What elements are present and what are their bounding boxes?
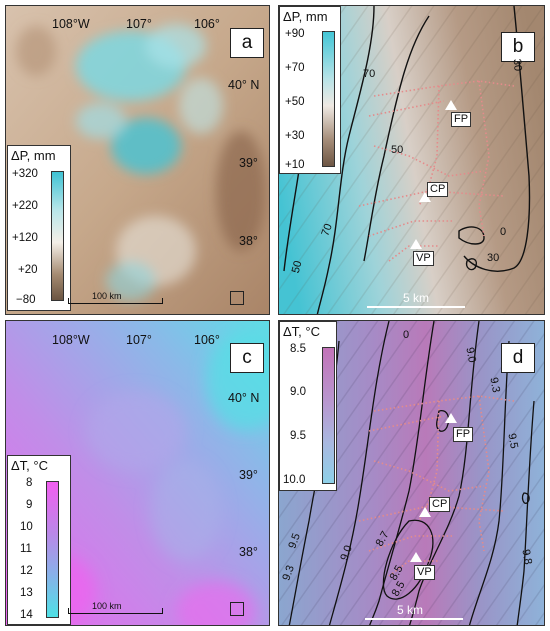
legend-tick: +10 <box>285 159 305 171</box>
panel-b-precip-detail: ΔP, mm +90 +70 +50 +30 +10 b 70 50 70 50… <box>278 5 545 315</box>
lon-label-107: 107° <box>126 333 152 347</box>
legend-tick: 12 <box>20 565 33 577</box>
legend-tick: 10.0 <box>283 474 306 486</box>
legend-title: ΔT, °C <box>11 458 48 473</box>
site-label-fp: FP <box>453 427 474 442</box>
panel-letter-a: a <box>230 28 264 58</box>
lat-label-39: 39° <box>239 156 258 170</box>
contour-label: 50 <box>391 144 404 156</box>
legend-tick: 11 <box>20 543 32 555</box>
contour-label: 0 <box>500 226 507 238</box>
panel-letter-b: b <box>501 32 535 62</box>
legend-tick: 9.5 <box>290 430 306 442</box>
legend-tick: −80 <box>16 294 36 306</box>
contour-label: 9.8 <box>519 548 534 566</box>
scale-bar <box>365 618 463 620</box>
contour-label: 30 <box>510 58 524 72</box>
legend-title: ΔP, mm <box>11 148 56 163</box>
colorbar <box>46 481 59 618</box>
legend-tick: 14 <box>20 609 33 621</box>
legend-tick: 10 <box>20 521 33 533</box>
legend-tick: 13 <box>20 587 33 599</box>
site-marker-cp <box>419 192 431 202</box>
legend-precip-a: ΔP, mm +320 +220 +120 +20 −80 <box>7 145 71 311</box>
scale-bar <box>68 298 163 304</box>
site-label-vp: VP <box>413 251 434 266</box>
legend-tick: +220 <box>12 200 38 212</box>
contour-label: 9.0 <box>463 346 478 364</box>
scale-bar <box>367 306 465 308</box>
contour-label: 0 <box>403 329 410 341</box>
site-marker-vp <box>410 239 422 249</box>
legend-tick: +20 <box>18 264 38 276</box>
lat-label-40n: 40° N <box>228 78 260 92</box>
legend-tick: +30 <box>285 130 305 142</box>
lat-label-38: 38° <box>239 545 258 559</box>
colorbar <box>51 171 64 301</box>
site-marker-cp <box>419 507 431 517</box>
lon-label-108w: 108°W <box>52 17 90 31</box>
site-marker-fp <box>445 413 457 423</box>
legend-precip-b: ΔP, mm +90 +70 +50 +30 +10 <box>279 6 341 174</box>
colorbar <box>322 31 335 167</box>
legend-tick: 8.5 <box>290 343 306 355</box>
lat-label-39: 39° <box>239 468 258 482</box>
colorbar <box>322 347 335 484</box>
legend-tick: +70 <box>285 62 305 74</box>
contour-label: 70 <box>363 68 376 80</box>
legend-tick: 9 <box>26 499 33 511</box>
lat-label-38: 38° <box>239 234 258 248</box>
legend-temp-c: ΔT, °C 8 9 10 11 12 13 14 <box>7 455 71 625</box>
site-marker-fp <box>445 100 457 110</box>
contour-label: 9.3 <box>487 376 502 394</box>
lon-label-106: 106° <box>194 333 220 347</box>
site-label-cp: CP <box>427 182 449 197</box>
scale-bar-label: 5 km <box>397 603 424 617</box>
legend-tick: +90 <box>285 28 305 40</box>
scale-bar-label: 100 km <box>92 601 122 611</box>
lat-label-40n: 40° N <box>228 391 260 405</box>
site-label-vp: VP <box>414 565 435 580</box>
legend-temp-d: ΔT, °C 8.5 9.0 9.5 10.0 <box>279 321 337 491</box>
panel-a-precip-map: 108°W 107° 106° 40° N 39° 38° a ΔP, mm +… <box>5 5 270 315</box>
scale-bar <box>68 608 163 614</box>
lon-label-108w: 108°W <box>52 333 90 347</box>
panel-c-temp-map: 108°W 107° 106° 40° N 39° 38° c ΔT, °C 8… <box>5 320 270 626</box>
scale-bar-label: 100 km <box>92 291 122 301</box>
legend-title: ΔT, °C <box>283 324 320 339</box>
contour-label: 9.5 <box>505 432 520 450</box>
locator-box <box>230 291 244 305</box>
legend-tick: 9.0 <box>290 386 306 398</box>
scale-bar-label: 5 km <box>403 291 430 305</box>
panel-letter-d: d <box>501 343 535 373</box>
lon-label-106: 106° <box>194 17 220 31</box>
panel-letter-c: c <box>230 343 264 373</box>
site-label-fp: FP <box>451 112 472 127</box>
legend-tick: 8 <box>26 477 33 489</box>
legend-title: ΔP, mm <box>283 9 328 24</box>
panel-d-temp-detail: ΔT, °C 8.5 9.0 9.5 10.0 d 9.0 9.3 9.5 9.… <box>278 320 545 626</box>
locator-box <box>230 602 244 616</box>
contour-label: 30 <box>487 252 500 264</box>
legend-tick: +120 <box>12 232 38 244</box>
legend-tick: +50 <box>285 96 305 108</box>
legend-tick: +320 <box>12 168 38 180</box>
site-label-cp: CP <box>429 497 451 512</box>
lon-label-107: 107° <box>126 17 152 31</box>
site-marker-vp <box>410 552 422 562</box>
